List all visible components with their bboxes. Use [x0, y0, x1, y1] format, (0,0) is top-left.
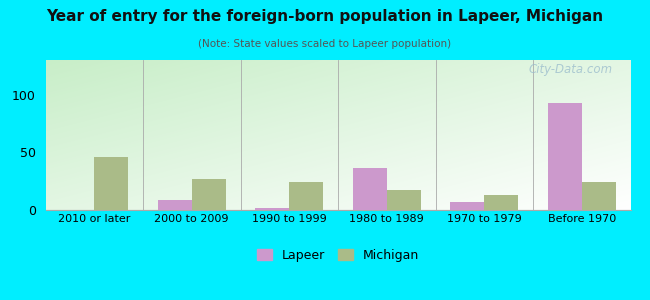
Bar [94, 157, 129, 210]
Bar [547, 103, 582, 210]
Bar [387, 190, 421, 210]
Bar [192, 179, 226, 210]
Bar [157, 200, 192, 210]
Text: Year of entry for the foreign-born population in Lapeer, Michigan: Year of entry for the foreign-born popul… [46, 9, 604, 24]
Bar [484, 195, 519, 210]
Legend: Lapeer, Michigan: Lapeer, Michigan [252, 244, 424, 267]
Bar [450, 202, 484, 210]
Text: City-Data.com: City-Data.com [529, 63, 613, 76]
Text: (Note: State values scaled to Lapeer population): (Note: State values scaled to Lapeer pop… [198, 39, 452, 49]
Bar [582, 182, 616, 210]
Bar [255, 208, 289, 210]
Bar [353, 169, 387, 210]
Bar [289, 182, 324, 210]
